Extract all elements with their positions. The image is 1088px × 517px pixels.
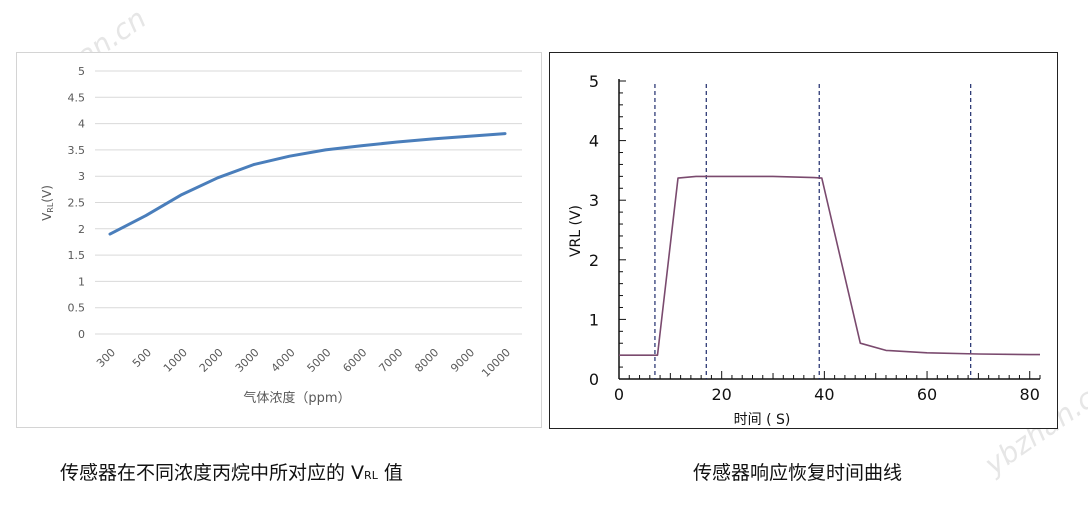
y-axis-title-tail: (V) bbox=[40, 185, 54, 203]
y-tick-label: 4 bbox=[589, 132, 599, 151]
x-tick-label: 4000 bbox=[269, 346, 298, 375]
y-tick-label: 4 bbox=[78, 118, 85, 131]
y-tick-label: 4.5 bbox=[68, 91, 86, 104]
series-line bbox=[619, 175, 1040, 357]
y-tick-label: 2 bbox=[589, 251, 599, 270]
x-tick-label: 60 bbox=[917, 385, 937, 404]
x-tick-label: 80 bbox=[1020, 385, 1040, 404]
x-tick-label: 20 bbox=[712, 385, 732, 404]
x-tick-label: 3000 bbox=[233, 346, 262, 375]
response-time-chart-svg: 0 1 2 3 4 5 0 20 40 60 80 时间 ( S) VRL (V) bbox=[568, 72, 1041, 428]
response-time-chart: 0 1 2 3 4 5 0 20 40 60 80 时间 ( S) VRL (V) bbox=[549, 52, 1058, 429]
x-tick-label: 40 bbox=[814, 385, 834, 404]
caption-left-tail: 值 bbox=[377, 462, 403, 484]
y-tick-label: 1.5 bbox=[68, 249, 86, 262]
concentration-chart-svg: 0 0.5 1 1.5 2 2.5 3 3.5 4 4.5 5 300 500 1000 2000 3000 4… bbox=[40, 65, 522, 406]
x-tick-label: 5000 bbox=[305, 346, 334, 375]
y-tick-label: 0.5 bbox=[68, 302, 86, 315]
y-axis-title: VRL(V) bbox=[40, 185, 55, 221]
caption-right: 传感器响应恢复时间曲线 bbox=[693, 462, 903, 484]
x-tick-label: 0 bbox=[614, 385, 624, 404]
y-tick-label: 5 bbox=[589, 72, 599, 91]
x-tick-label: 9000 bbox=[448, 346, 477, 375]
y-tick-label: 3 bbox=[589, 191, 599, 210]
x-tick-label: 10000 bbox=[479, 346, 513, 380]
x-tick-label: 7000 bbox=[376, 346, 405, 375]
y-tick-label: 2.5 bbox=[68, 197, 86, 210]
caption-left: 传感器在不同浓度丙烷中所对应的 VRL 值 bbox=[60, 458, 403, 485]
y-tick-label: 0 bbox=[589, 370, 599, 389]
y-tick-label: 1 bbox=[78, 275, 85, 288]
caption-left-text: 传感器在不同浓度丙烷中所对应的 V bbox=[60, 462, 365, 484]
x-tick-label: 8000 bbox=[412, 346, 441, 375]
y-axis-title: VRL (V) bbox=[568, 205, 584, 257]
y-tick-label: 2 bbox=[78, 223, 85, 236]
x-tick-label: 500 bbox=[130, 346, 154, 370]
y-tick-label: 3.5 bbox=[68, 144, 86, 157]
x-tick-label: 6000 bbox=[340, 346, 369, 375]
x-tick-label: 300 bbox=[94, 346, 118, 370]
concentration-chart: 0 0.5 1 1.5 2 2.5 3 3.5 4 4.5 5 300 500 1000 2000 3000 4… bbox=[16, 52, 542, 428]
series-line bbox=[108, 132, 507, 236]
y-tick-label: 0 bbox=[78, 328, 85, 341]
x-axis-title: 气体浓度（ppm） bbox=[243, 390, 350, 406]
y-axis-title-main: V bbox=[40, 212, 54, 221]
x-tick-label: 1000 bbox=[161, 346, 190, 375]
y-tick-label: 1 bbox=[589, 310, 599, 329]
x-axis-title: 时间 ( S) bbox=[734, 412, 791, 428]
y-tick-label: 3 bbox=[78, 170, 85, 183]
y-tick-label: 5 bbox=[78, 65, 85, 78]
caption-left-subscript: RL bbox=[364, 469, 378, 482]
x-tick-label: 2000 bbox=[197, 346, 226, 375]
y-axis-title-sub: RL bbox=[46, 202, 55, 213]
